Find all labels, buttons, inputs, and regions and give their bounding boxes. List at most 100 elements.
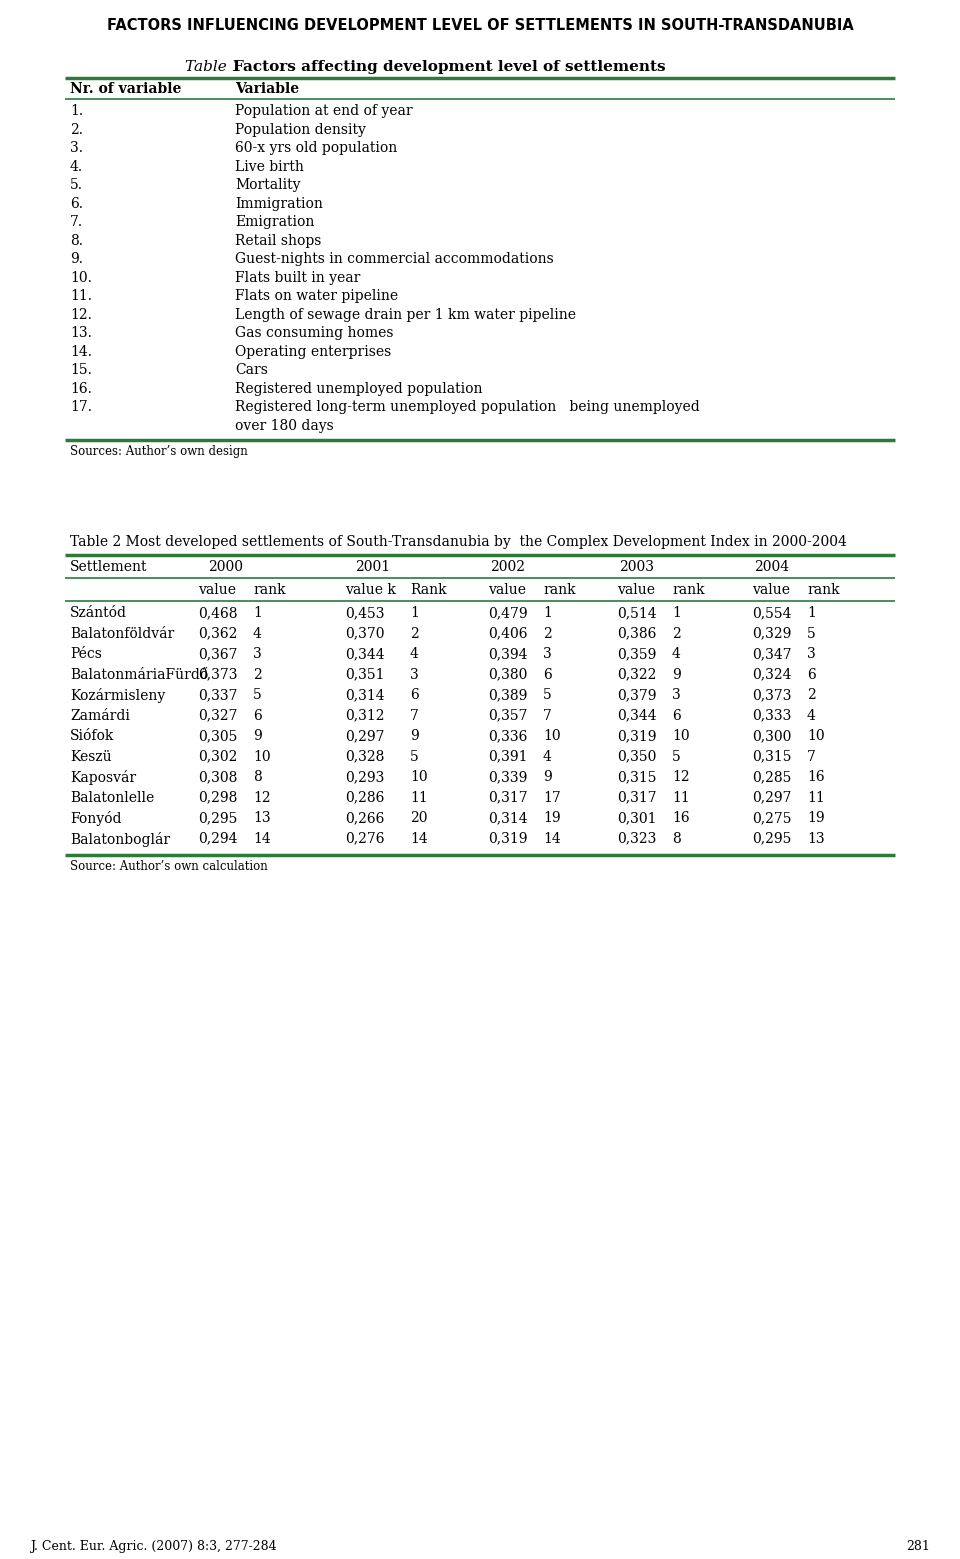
- Text: 5.: 5.: [70, 178, 83, 192]
- Text: Table 2 Most developed settlements of South-Transdanubia by  the Complex Develop: Table 2 Most developed settlements of So…: [70, 535, 847, 549]
- Text: 0,350: 0,350: [617, 750, 657, 764]
- Text: 0,297: 0,297: [752, 790, 791, 804]
- Text: 13.: 13.: [70, 326, 92, 340]
- Text: 10: 10: [672, 730, 689, 744]
- Text: 10: 10: [807, 730, 825, 744]
- Text: 6: 6: [807, 667, 816, 681]
- Text: 16: 16: [807, 770, 825, 784]
- Text: 20: 20: [410, 811, 427, 825]
- Text: BalatonmáriaFürdő: BalatonmáriaFürdő: [70, 667, 208, 681]
- Text: 0,295: 0,295: [752, 831, 791, 845]
- Text: 2: 2: [807, 688, 816, 702]
- Text: over 180 days: over 180 days: [235, 418, 334, 432]
- Text: 0,386: 0,386: [617, 627, 657, 641]
- Text: 11: 11: [807, 790, 825, 804]
- Text: 1: 1: [253, 606, 262, 620]
- Text: 0,367: 0,367: [198, 647, 237, 661]
- Text: 0,373: 0,373: [752, 688, 791, 702]
- Text: 10: 10: [253, 750, 271, 764]
- Text: 0,344: 0,344: [617, 708, 657, 722]
- Text: J. Cent. Eur. Agric. (2007) 8:3, 277-284: J. Cent. Eur. Agric. (2007) 8:3, 277-284: [30, 1540, 276, 1553]
- Text: Flats on water pipeline: Flats on water pipeline: [235, 288, 398, 302]
- Text: 13: 13: [253, 811, 271, 825]
- Text: 0,285: 0,285: [752, 770, 791, 784]
- Text: 0,333: 0,333: [752, 708, 791, 722]
- Text: 2: 2: [672, 627, 681, 641]
- Text: Retail shops: Retail shops: [235, 234, 322, 248]
- Text: 281: 281: [906, 1540, 930, 1553]
- Text: 0,308: 0,308: [198, 770, 237, 784]
- Text: Sources: Author’s own design: Sources: Author’s own design: [70, 444, 248, 458]
- Text: 1.: 1.: [70, 104, 84, 118]
- Text: 0,373: 0,373: [198, 667, 237, 681]
- Text: 7.: 7.: [70, 215, 84, 229]
- Text: 5: 5: [543, 688, 552, 702]
- Text: Live birth: Live birth: [235, 159, 304, 173]
- Text: Registered long-term unemployed population   being unemployed: Registered long-term unemployed populati…: [235, 401, 700, 415]
- Text: Zamárdi: Zamárdi: [70, 708, 130, 722]
- Text: 0,359: 0,359: [617, 647, 657, 661]
- Text: 2: 2: [543, 627, 552, 641]
- Text: 7: 7: [543, 708, 552, 722]
- Text: 1: 1: [807, 606, 816, 620]
- Text: 0,554: 0,554: [752, 606, 791, 620]
- Text: 3: 3: [410, 667, 419, 681]
- Text: 0,380: 0,380: [488, 667, 527, 681]
- Text: 0,344: 0,344: [345, 647, 385, 661]
- Text: 17: 17: [543, 790, 561, 804]
- Text: Rank: Rank: [410, 583, 446, 597]
- Text: 2: 2: [410, 627, 419, 641]
- Text: 12.: 12.: [70, 307, 92, 321]
- Text: Population density: Population density: [235, 123, 366, 137]
- Text: 13: 13: [807, 831, 825, 845]
- Text: Keszü: Keszü: [70, 750, 111, 764]
- Text: 1: 1: [543, 606, 552, 620]
- Text: 15.: 15.: [70, 363, 92, 377]
- Text: 9: 9: [253, 730, 262, 744]
- Text: 0,293: 0,293: [345, 770, 384, 784]
- Text: Length of sewage drain per 1 km water pipeline: Length of sewage drain per 1 km water pi…: [235, 307, 576, 321]
- Text: Fonyód: Fonyód: [70, 811, 122, 826]
- Text: 2001: 2001: [355, 560, 391, 574]
- Text: 16.: 16.: [70, 382, 92, 396]
- Text: 5: 5: [807, 627, 816, 641]
- Text: 11: 11: [410, 790, 428, 804]
- Text: Kaposvár: Kaposvár: [70, 770, 136, 786]
- Text: Siófok: Siófok: [70, 730, 114, 744]
- Text: 10.: 10.: [70, 271, 92, 284]
- Text: Immigration: Immigration: [235, 196, 323, 210]
- Text: 0,298: 0,298: [198, 790, 237, 804]
- Text: 0,453: 0,453: [345, 606, 385, 620]
- Text: 19: 19: [543, 811, 561, 825]
- Text: rank: rank: [253, 583, 286, 597]
- Text: 0,314: 0,314: [488, 811, 528, 825]
- Text: 7: 7: [410, 708, 419, 722]
- Text: rank: rank: [543, 583, 576, 597]
- Text: 0,322: 0,322: [617, 667, 657, 681]
- Text: 0,266: 0,266: [345, 811, 384, 825]
- Text: 10: 10: [410, 770, 427, 784]
- Text: Szántód: Szántód: [70, 606, 127, 620]
- Text: 7: 7: [807, 750, 816, 764]
- Text: 0,295: 0,295: [198, 811, 237, 825]
- Text: value: value: [198, 583, 236, 597]
- Text: 19: 19: [807, 811, 825, 825]
- Text: 6: 6: [672, 708, 681, 722]
- Text: 10: 10: [543, 730, 561, 744]
- Text: 0,276: 0,276: [345, 831, 385, 845]
- Text: 14: 14: [410, 831, 428, 845]
- Text: 8: 8: [672, 831, 681, 845]
- Text: 0,317: 0,317: [488, 790, 528, 804]
- Text: 0,319: 0,319: [488, 831, 527, 845]
- Text: 3: 3: [807, 647, 816, 661]
- Text: 17.: 17.: [70, 401, 92, 415]
- Text: Pécs: Pécs: [70, 647, 102, 661]
- Text: 4.: 4.: [70, 159, 84, 173]
- Text: 0,294: 0,294: [198, 831, 237, 845]
- Text: 8.: 8.: [70, 234, 83, 248]
- Text: 0,347: 0,347: [752, 647, 792, 661]
- Text: 9: 9: [410, 730, 419, 744]
- Text: 1: 1: [410, 606, 419, 620]
- Text: 6: 6: [543, 667, 552, 681]
- Text: 12: 12: [672, 770, 689, 784]
